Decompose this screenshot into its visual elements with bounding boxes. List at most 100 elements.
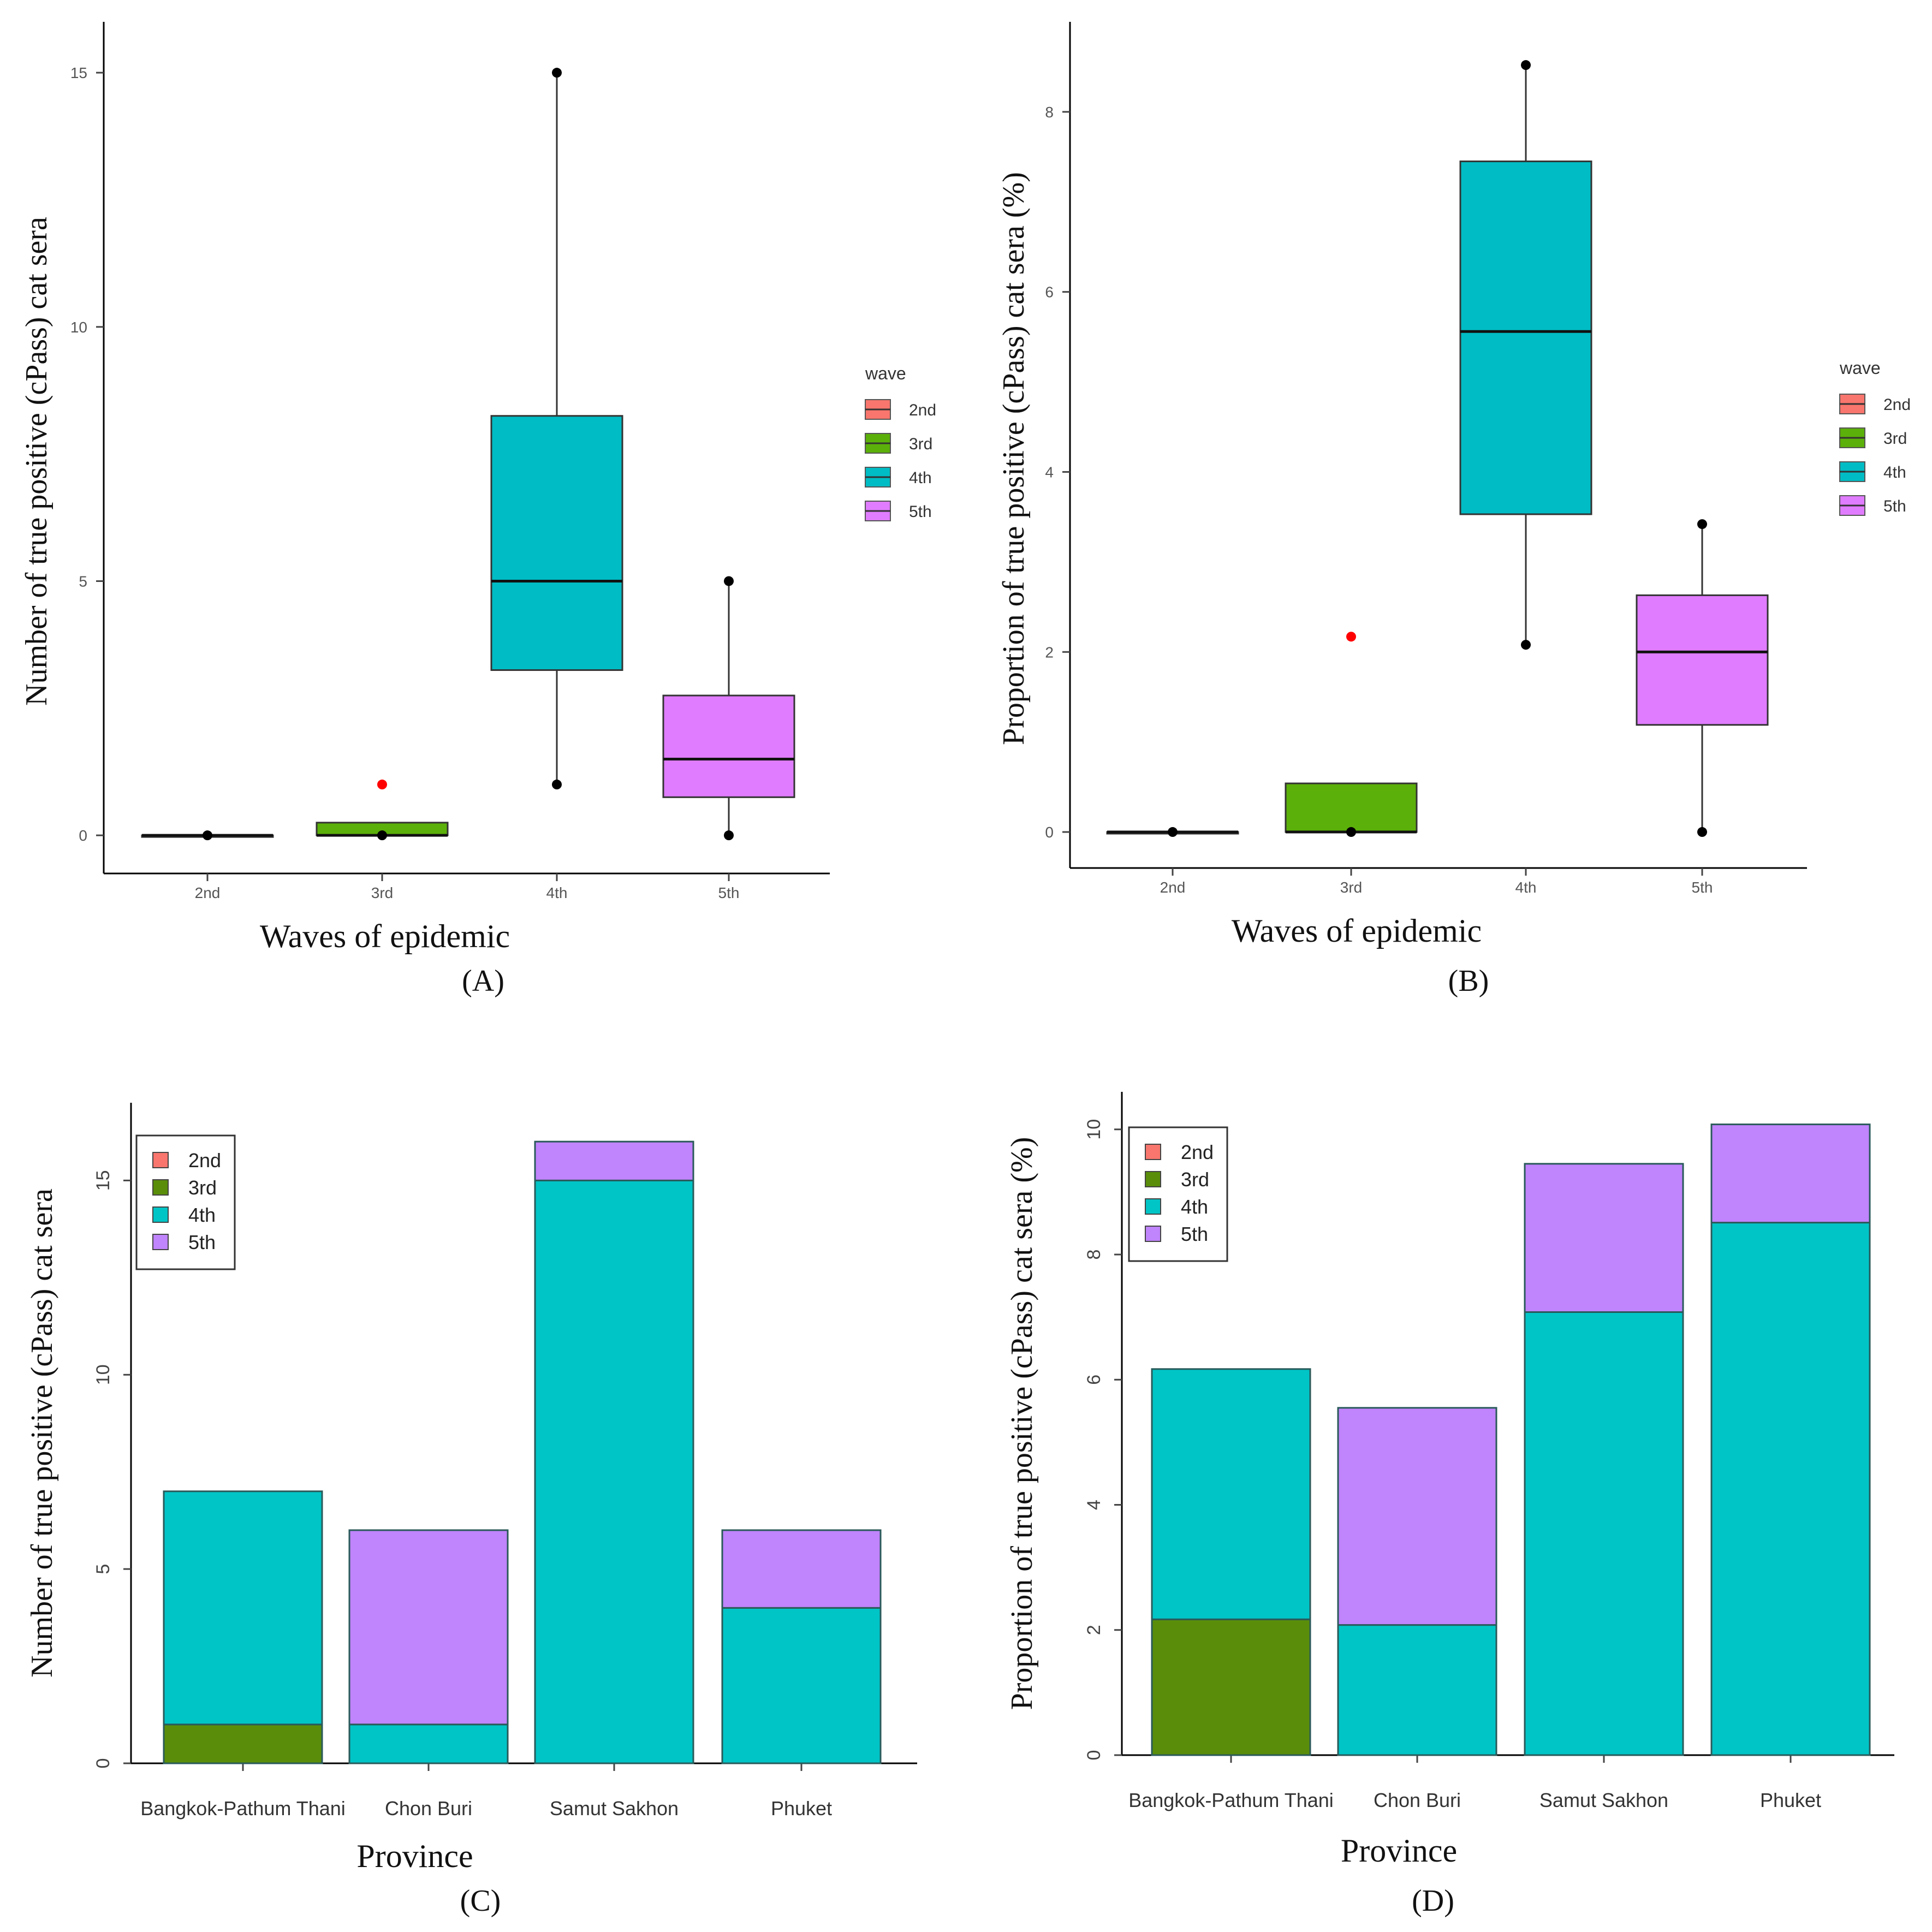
y-tick-label: 10 <box>70 319 87 336</box>
legend-label: 4th <box>1181 1196 1208 1218</box>
data-point <box>552 780 562 790</box>
outlier-point <box>1346 632 1356 642</box>
y-tick-label: 0 <box>1084 1750 1104 1761</box>
legend-label: 2nd <box>1883 396 1911 414</box>
legend-title: wave <box>1839 358 1881 378</box>
x-axis-title: Waves of epidemic <box>260 918 510 954</box>
bar-segment-4th <box>163 1490 323 1726</box>
legend-label: 4th <box>188 1204 216 1226</box>
box-4th <box>1459 60 1592 650</box>
legend-title: wave <box>865 364 906 383</box>
legend-label: 5th <box>1883 497 1906 515</box>
x-axis-title: Waves of epidemic <box>1232 913 1482 949</box>
legend-key-3rd <box>1145 1171 1161 1187</box>
legend-label: 5th <box>909 503 932 521</box>
bar-segment-4th <box>348 1723 509 1764</box>
y-tick-label: 4 <box>1084 1500 1104 1510</box>
panel-a: 0 5 10 15 2nd 3rd 4th 5th Waves of epidemic Numbe… <box>20 22 936 998</box>
y-tick-label: 15 <box>93 1170 114 1191</box>
y-axis-title: Number of true positive (cPass) cat sera <box>25 1188 59 1678</box>
panel-label: (A) <box>462 964 504 998</box>
x-tick-label: 2nd <box>1160 879 1186 896</box>
data-point <box>724 576 734 586</box>
panel-label: (C) <box>460 1884 501 1918</box>
data-point <box>203 830 212 841</box>
y-axis-title: Proportion of true positive (cPass) cat … <box>997 172 1031 745</box>
y-tick-label: 5 <box>79 573 87 590</box>
panel-d: 0 2 4 6 8 10 Bangkok-Pathum Thani Chon Buri Samu… <box>1005 1092 1894 1918</box>
legend-key-4th <box>1145 1198 1161 1215</box>
box-5th <box>662 576 795 841</box>
legend-label: 4th <box>1883 463 1906 481</box>
outlier-point <box>377 780 387 790</box>
y-tick-label: 5 <box>93 1564 114 1574</box>
x-tick-label: 2nd <box>195 884 221 901</box>
x-tick-label: 4th <box>1515 879 1537 896</box>
x-tick-label: 5th <box>718 884 740 901</box>
y-tick-label: 0 <box>79 827 87 844</box>
legend-key-2nd <box>152 1152 169 1168</box>
bar-segment-4th <box>1710 1222 1871 1756</box>
bar-segment-5th <box>534 1140 694 1181</box>
legend-key-4th <box>152 1206 169 1223</box>
data-point <box>552 68 562 78</box>
y-tick-label: 8 <box>1045 104 1054 121</box>
y-tick-label: 6 <box>1045 284 1054 301</box>
legend-key-5th <box>152 1234 169 1250</box>
x-tick-label: Chon Buri <box>385 1797 472 1820</box>
data-point <box>1168 827 1178 837</box>
y-tick-label: 4 <box>1045 463 1054 480</box>
box-iqr <box>662 694 795 798</box>
bar-segment-4th <box>534 1179 694 1764</box>
data-point <box>1697 519 1707 530</box>
y-tick-label: 0 <box>93 1758 114 1769</box>
box-iqr <box>490 415 623 671</box>
bar-segment-5th <box>1710 1123 1871 1224</box>
bar-segment-5th <box>1524 1163 1684 1313</box>
x-tick-label: Samut Sakhon <box>1539 1789 1668 1811</box>
x-tick-label: Chon Buri <box>1374 1789 1461 1811</box>
bar-segment-4th <box>1337 1624 1497 1756</box>
y-tick-label: 15 <box>70 64 87 81</box>
legend-label: 3rd <box>1883 430 1907 448</box>
x-axis-title: Province <box>356 1838 473 1874</box>
bar-segment-5th <box>1337 1407 1497 1626</box>
legend-label: 2nd <box>909 401 936 419</box>
y-tick-label: 2 <box>1084 1625 1104 1635</box>
y-tick-label: 0 <box>1045 824 1054 841</box>
bar-segment-5th <box>721 1529 882 1609</box>
bar-segment-3rd <box>1151 1618 1311 1756</box>
y-axis-title: Number of true positive (cPass) cat sera <box>20 217 53 706</box>
y-tick-label: 8 <box>1084 1250 1104 1260</box>
x-tick-label: Phuket <box>1760 1789 1821 1811</box>
legend-label: 2nd <box>1181 1141 1214 1163</box>
legend: 2nd 3rd 4th 5th <box>135 1134 236 1270</box>
x-tick-label: Bangkok-Pathum Thani <box>1128 1789 1334 1811</box>
box-2nd <box>1106 827 1239 837</box>
box-3rd <box>1285 632 1418 837</box>
data-point <box>1521 60 1531 70</box>
x-tick-label: Phuket <box>771 1797 832 1820</box>
bar-segment-3rd <box>163 1723 323 1764</box>
data-point <box>1346 827 1356 837</box>
legend-key-5th <box>1145 1226 1161 1242</box>
legend-label: 3rd <box>909 435 932 453</box>
x-tick-label: Samut Sakhon <box>550 1797 679 1820</box>
box-iqr <box>1285 782 1418 833</box>
y-tick-label: 10 <box>1084 1119 1104 1140</box>
x-tick-label: 3rd <box>1340 879 1362 896</box>
legend-label: 5th <box>188 1231 216 1253</box>
data-point <box>724 830 734 841</box>
legend: 2nd 3rd 4th 5th <box>1128 1126 1228 1262</box>
box-5th <box>1636 519 1769 837</box>
legend-label: 2nd <box>188 1149 221 1172</box>
legend-key-2nd <box>1145 1144 1161 1160</box>
panel-c: 0 5 10 15 Bangkok-Pathum Thani Chon Buri Samut… <box>25 1103 917 1918</box>
legend-label: 3rd <box>188 1176 217 1199</box>
y-tick-label: 2 <box>1045 644 1054 661</box>
panel-label: (D) <box>1412 1884 1454 1918</box>
legend-label: 3rd <box>1181 1168 1209 1191</box>
